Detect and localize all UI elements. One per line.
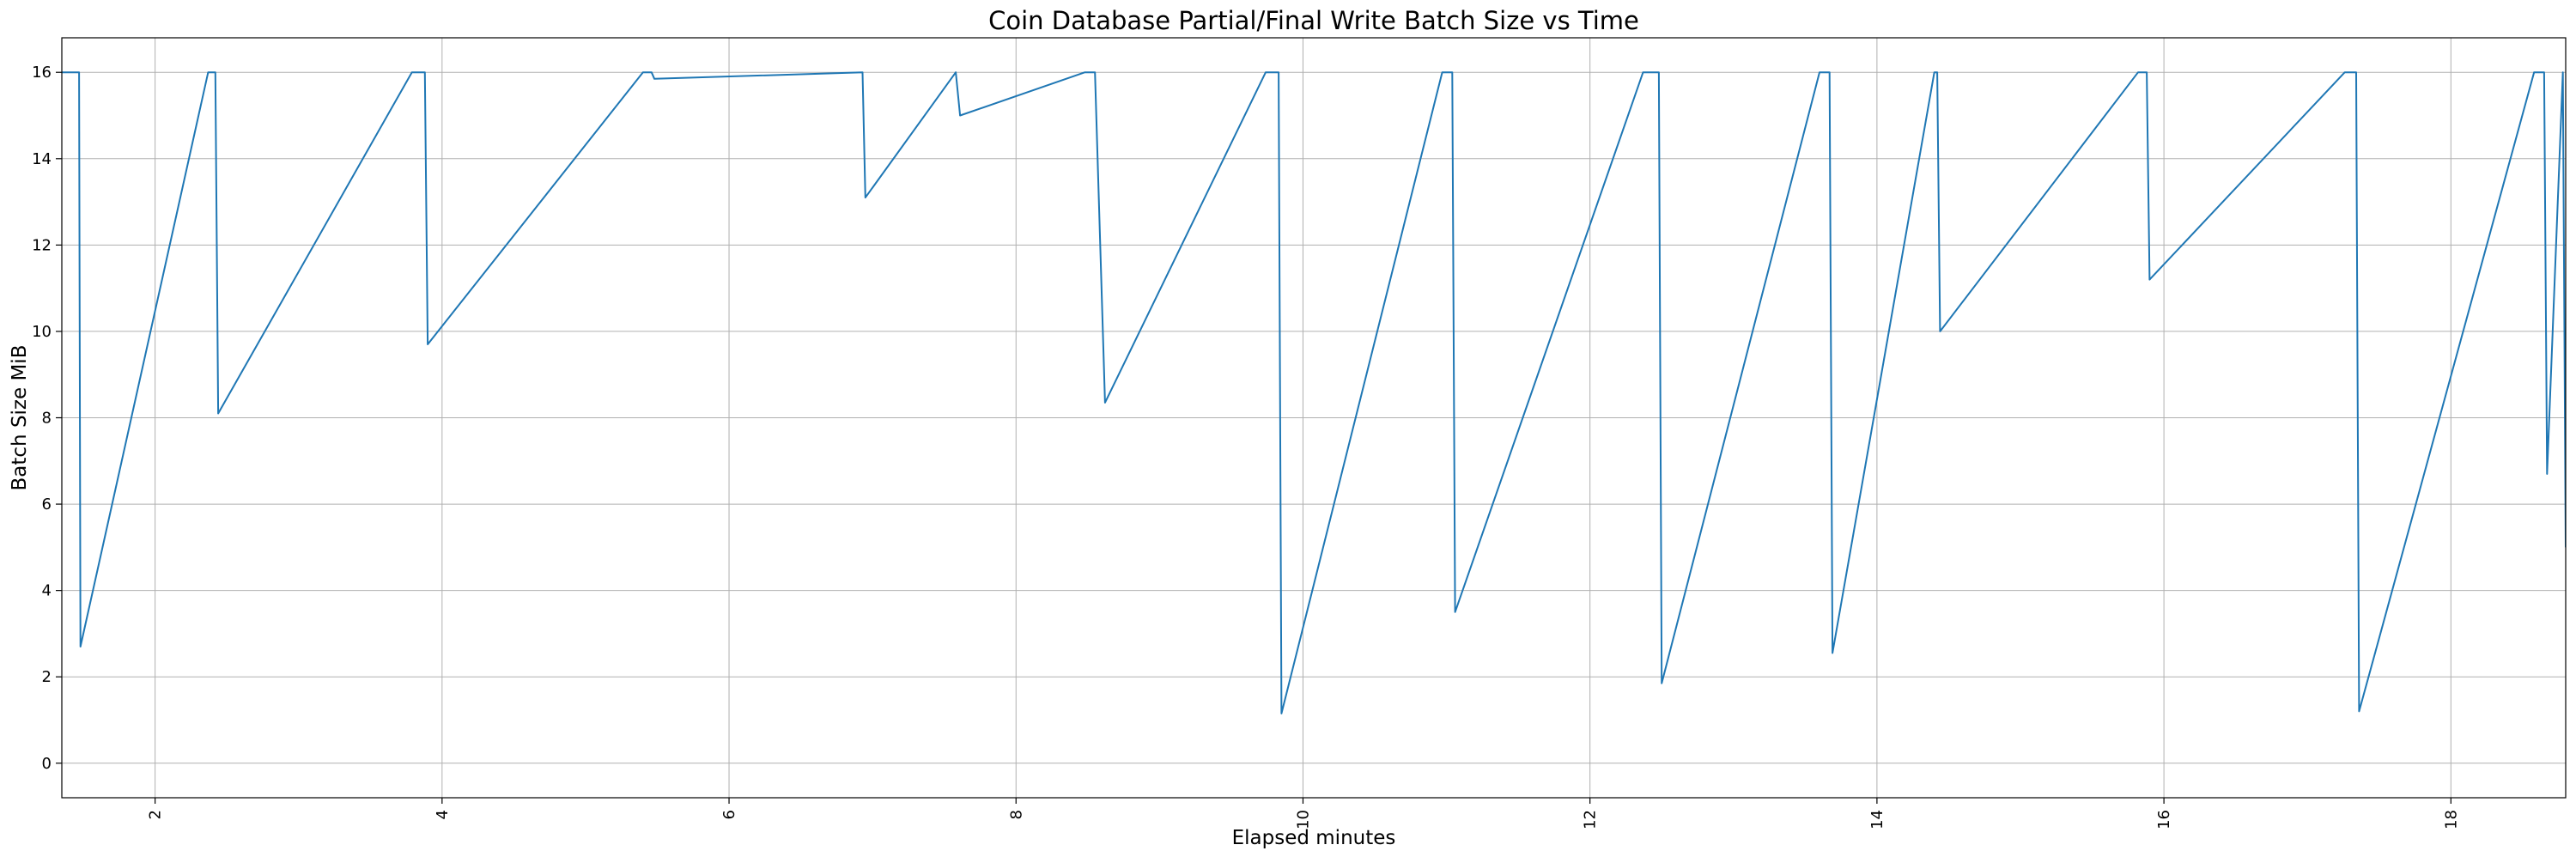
y-tick-label: 12 bbox=[32, 236, 52, 254]
x-tick-label: 6 bbox=[720, 810, 738, 819]
grid-lines bbox=[62, 38, 2566, 798]
x-tick-label: 8 bbox=[1007, 810, 1025, 819]
data-layer bbox=[62, 71, 2566, 714]
y-axis-label: Batch Size MiB bbox=[9, 345, 31, 491]
x-tick-label: 14 bbox=[1868, 810, 1886, 830]
series-line bbox=[62, 71, 2566, 714]
x-tick-label: 10 bbox=[1294, 810, 1312, 830]
y-tick-label: 14 bbox=[32, 150, 52, 168]
y-tick-label: 4 bbox=[42, 582, 52, 600]
x-tick-label: 18 bbox=[2442, 810, 2460, 830]
y-tick-label: 6 bbox=[42, 495, 52, 514]
x-axis-label: Elapsed minutes bbox=[1232, 827, 1396, 849]
axis-ticks: 2 4 6 8 10 12 14 16 18 0 2 4 6 8 10 12 14 16 bbox=[32, 64, 2460, 830]
y-tick-label: 0 bbox=[42, 755, 52, 773]
chart-title: Coin Database Partial/Final Write Batch … bbox=[988, 6, 1639, 35]
y-tick-label: 16 bbox=[32, 64, 52, 82]
y-tick-label: 10 bbox=[32, 323, 52, 341]
x-tick-label: 12 bbox=[1582, 810, 1600, 830]
x-tick-label: 4 bbox=[434, 810, 452, 819]
y-tick-label: 8 bbox=[42, 410, 52, 428]
x-tick-label: 2 bbox=[147, 810, 165, 819]
y-tick-label: 2 bbox=[42, 668, 52, 686]
x-tick-label: 16 bbox=[2155, 810, 2173, 830]
